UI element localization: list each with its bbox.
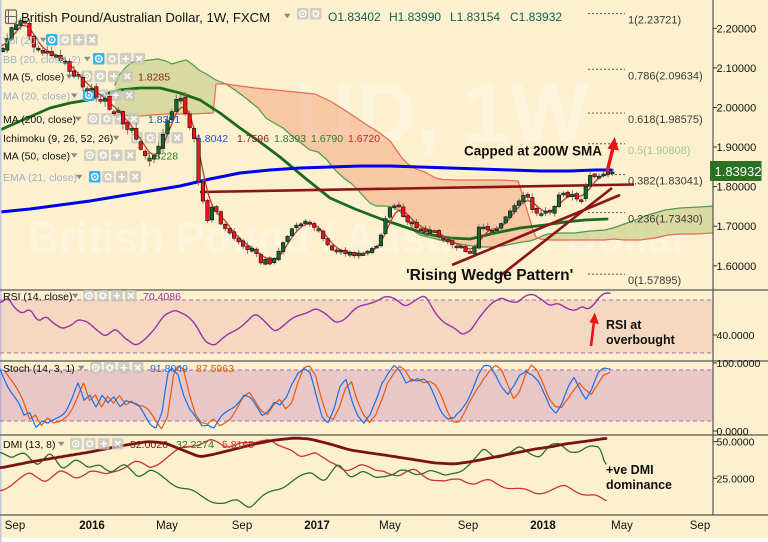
- svg-text:L1.83154: L1.83154: [450, 10, 500, 24]
- svg-text:2.10000: 2.10000: [717, 63, 757, 75]
- svg-text:dominance: dominance: [606, 478, 672, 492]
- svg-text:1.60000: 1.60000: [717, 261, 757, 273]
- svg-text:1.7596: 1.7596: [237, 133, 269, 145]
- svg-text:1.6790: 1.6790: [311, 133, 343, 145]
- svg-text:MA (50, close): MA (50, close): [3, 151, 70, 163]
- svg-text:1.8301: 1.8301: [148, 114, 180, 126]
- svg-text:Sep: Sep: [458, 520, 478, 532]
- svg-text:0(1.57895): 0(1.57895): [628, 275, 681, 287]
- svg-text:Vol (20): Vol (20): [3, 35, 39, 47]
- svg-text:DMI (13, 8): DMI (13, 8): [3, 439, 56, 451]
- svg-text:May: May: [611, 520, 633, 532]
- svg-text:Sep: Sep: [5, 520, 25, 532]
- svg-text:May: May: [379, 520, 401, 532]
- svg-text:2017: 2017: [304, 520, 330, 532]
- svg-text:Sep: Sep: [232, 520, 252, 532]
- svg-text:70.4086: 70.4086: [143, 291, 181, 303]
- svg-text:1.8285: 1.8285: [138, 72, 170, 84]
- svg-text:1.8042: 1.8042: [196, 133, 228, 145]
- svg-text:2.00000: 2.00000: [717, 103, 757, 115]
- svg-text:'Rising Wedge Pattern': 'Rising Wedge Pattern': [406, 267, 573, 284]
- svg-text:50.0000: 50.0000: [717, 437, 755, 449]
- svg-text:0.236(1.73430): 0.236(1.73430): [628, 214, 703, 226]
- svg-text:1.8393: 1.8393: [274, 133, 306, 145]
- svg-text:H1.83990: H1.83990: [389, 10, 441, 24]
- svg-text:91.8049: 91.8049: [150, 363, 188, 375]
- svg-text:O1.83402: O1.83402: [328, 10, 381, 24]
- svg-text:100.0000: 100.0000: [717, 358, 761, 370]
- svg-text:MA (20, close): MA (20, close): [3, 91, 70, 103]
- svg-text:2016: 2016: [79, 520, 105, 532]
- svg-text:overbought: overbought: [606, 333, 676, 347]
- svg-text:Capped at 200W SMA: Capped at 200W SMA: [464, 144, 602, 159]
- svg-text:0.618(1.98575): 0.618(1.98575): [628, 114, 703, 126]
- svg-text:25.0000: 25.0000: [717, 473, 755, 485]
- svg-text:87.5963: 87.5963: [196, 363, 234, 375]
- svg-text:MA (200, close): MA (200, close): [3, 114, 76, 126]
- svg-text:5.8165: 5.8165: [222, 439, 254, 451]
- svg-text:2.20000: 2.20000: [717, 23, 757, 35]
- svg-text:Ichimoku (9, 26, 52, 26): Ichimoku (9, 26, 52, 26): [3, 133, 113, 145]
- svg-text:Stoch (14, 3, 1): Stoch (14, 3, 1): [3, 363, 75, 375]
- svg-text:40.0000: 40.0000: [717, 330, 755, 342]
- svg-text:May: May: [156, 520, 178, 532]
- svg-text:MA (5, close): MA (5, close): [3, 72, 64, 84]
- svg-text:EMA (21, close): EMA (21, close): [3, 172, 77, 184]
- svg-text:0.786(2.09634): 0.786(2.09634): [628, 70, 703, 82]
- svg-text:1(2.23721): 1(2.23721): [628, 15, 681, 27]
- svg-text:BB (20, close, 2): BB (20, close, 2): [3, 54, 81, 66]
- svg-text:+ve DMI: +ve DMI: [606, 463, 654, 477]
- svg-text:52.0026: 52.0026: [130, 439, 168, 451]
- svg-text:1.83932: 1.83932: [715, 164, 762, 179]
- svg-text:1.8228: 1.8228: [146, 151, 178, 163]
- svg-text:1.6720: 1.6720: [348, 133, 380, 145]
- svg-text:1.80000: 1.80000: [717, 182, 757, 194]
- svg-text:RSI at: RSI at: [606, 318, 642, 332]
- svg-text:C1.83932: C1.83932: [510, 10, 562, 24]
- svg-text:0.0000: 0.0000: [717, 426, 749, 438]
- svg-text:RSI (14, close): RSI (14, close): [3, 291, 72, 303]
- svg-text:Sep: Sep: [690, 520, 710, 532]
- svg-text:UD, 1W: UD, 1W: [295, 66, 590, 160]
- svg-text:British Pound/Australian Dolla: British Pound/Australian Dollar, 1W, FXC…: [21, 10, 270, 25]
- svg-text:0.5(1.90808): 0.5(1.90808): [628, 145, 690, 157]
- svg-text:32.2274: 32.2274: [176, 439, 214, 451]
- svg-text:1.70000: 1.70000: [717, 221, 757, 233]
- svg-text:1.90000: 1.90000: [717, 142, 757, 154]
- svg-text:2018: 2018: [530, 520, 556, 532]
- svg-text:0.382(1.83041): 0.382(1.83041): [628, 176, 703, 188]
